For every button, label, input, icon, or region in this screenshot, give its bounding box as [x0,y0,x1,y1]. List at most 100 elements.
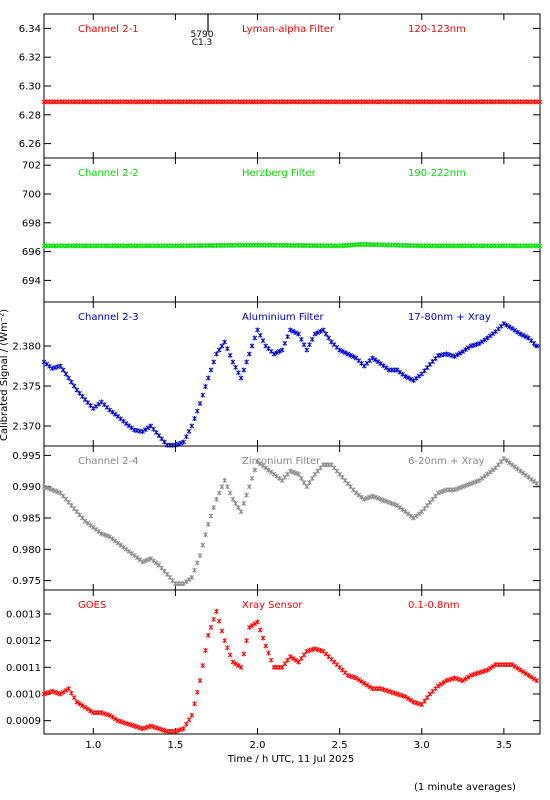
data-point [485,667,490,673]
data-point [63,371,69,377]
data-point [145,425,151,431]
data-point [140,559,145,565]
data-point [367,494,373,500]
data-point [411,515,416,521]
data-point [403,373,408,379]
data-point [463,676,468,682]
data-point [99,710,104,716]
data-point [214,608,219,614]
data-point [197,401,203,407]
data-point [227,352,233,358]
data-point [353,675,359,681]
data-point [140,726,145,732]
panel-channel-2-1-filter-label: Lyman-alpha Filter [242,24,335,35]
data-point [372,494,378,500]
data-point [301,342,307,348]
panel-goes-filter-label: Xray Sensor [242,600,303,611]
data-point [479,475,485,481]
data-point [112,716,118,722]
panel-channel-2-3: 2.370 2.375 2.380 Channel 2-3 Aluminium Filt… [12,301,541,448]
data-point [386,688,392,694]
data-point [476,477,482,483]
data-point [244,492,249,498]
data-point [515,665,520,671]
panel-channel-2-1-band-label: 120-123nm [408,24,466,35]
data-point [214,351,219,357]
data-point [411,699,416,705]
data-point [63,687,69,693]
panel-channel-2-4: 0.975 0.980 0.985 0.990 0.995 Channel 2-4 Zirc… [12,445,541,591]
data-point [121,719,126,725]
data-point [279,664,285,670]
data-point [309,475,315,481]
data-point [118,542,123,548]
data-point [446,352,452,358]
panel-channel-2-4-ytick-label: 0.980 [12,545,41,556]
data-point [528,674,534,680]
panel-channel-2-2-channel-label: Channel 2-2 [78,168,139,179]
data-point [246,351,252,357]
data-point [271,471,277,477]
panel-goes: 0.0009 0.0010 0.0011 0.0012 0.0013 GOES Xray S… [6,589,541,735]
panel-channel-2-4-channel-label: Channel 2-4 [78,456,139,467]
data-point [455,676,460,682]
data-point [465,674,471,680]
data-point [304,484,310,490]
data-point [115,540,121,546]
data-point [153,725,159,731]
data-point [471,671,477,677]
data-point [134,724,140,730]
data-point [293,470,299,476]
data-point [99,531,104,537]
data-point [301,652,307,658]
data-point [312,331,318,337]
data-point [88,522,93,528]
panel-channel-2-1-channel-label: Channel 2-1 [78,24,139,35]
data-point [246,624,252,630]
data-point [394,502,400,508]
data-point [512,327,518,333]
data-point [520,332,526,338]
panel-channel-2-2-ytick-label: 698 [22,218,41,229]
y-axis-label: Calibrated Signal / (Wm⁻²) [0,309,10,441]
data-point [512,464,518,470]
data-point [216,618,222,624]
data-point [449,676,455,682]
data-point [66,686,71,692]
x-tick-label: 2.0 [250,740,266,751]
data-point [403,694,408,700]
data-point [296,471,301,477]
data-point [364,682,370,688]
x-tick-label: 2.5 [332,740,348,751]
data-point [274,350,279,356]
data-point [345,672,351,678]
panel-channel-2-1-ytick-label: 6.28 [19,110,41,121]
data-point [424,695,430,701]
data-point [227,652,233,658]
data-point [523,472,529,478]
data-point [246,484,252,490]
data-point [52,488,58,494]
data-point [66,375,71,381]
data-point [184,434,189,440]
data-point [468,672,474,678]
data-point [293,657,299,663]
panel-channel-2-4-ytick-label: 0.985 [12,514,41,525]
data-point [148,556,154,562]
panel-goes-ytick-label: 0.0013 [6,610,41,621]
data-point [449,353,455,359]
data-point [211,359,217,365]
data-point [367,684,373,690]
data-point [197,553,203,559]
data-point [186,577,192,583]
data-point [468,343,474,349]
data-point [121,544,126,550]
data-point [203,384,208,390]
data-point [208,513,214,519]
x-tick-label: 1.5 [167,740,183,751]
data-point [266,467,271,473]
data-point [274,473,279,479]
data-point [490,663,496,669]
data-point [41,691,47,697]
